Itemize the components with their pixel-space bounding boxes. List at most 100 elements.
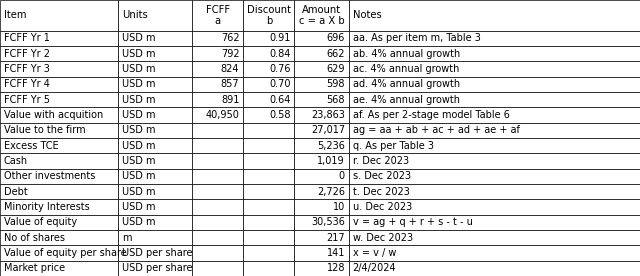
Bar <box>243 153 294 169</box>
Text: 762: 762 <box>221 33 239 43</box>
Text: af. As per 2-stage model Table 6: af. As per 2-stage model Table 6 <box>353 110 509 120</box>
Text: m: m <box>122 233 132 243</box>
Bar <box>243 31 294 46</box>
Bar <box>349 199 640 215</box>
Bar <box>0 153 118 169</box>
Text: Value of equity: Value of equity <box>4 217 77 227</box>
Bar <box>243 245 294 261</box>
Bar <box>294 169 349 184</box>
Bar <box>0 107 118 123</box>
Text: FCFF Yr 4: FCFF Yr 4 <box>4 79 50 89</box>
Bar <box>192 77 243 92</box>
Bar <box>0 245 118 261</box>
Text: 2/4/2024: 2/4/2024 <box>353 263 396 273</box>
Text: aa. As per item m, Table 3: aa. As per item m, Table 3 <box>353 33 481 43</box>
Bar <box>349 46 640 61</box>
Bar <box>243 61 294 77</box>
Text: Excess TCE: Excess TCE <box>4 141 58 151</box>
Text: USD m: USD m <box>122 141 156 151</box>
Bar <box>0 123 118 138</box>
Bar <box>243 92 294 107</box>
Text: w. Dec 2023: w. Dec 2023 <box>353 233 413 243</box>
Text: 792: 792 <box>221 49 239 59</box>
Bar <box>192 0 243 31</box>
Bar <box>294 61 349 77</box>
Bar <box>0 169 118 184</box>
Bar <box>294 245 349 261</box>
Bar <box>349 153 640 169</box>
Bar <box>192 107 243 123</box>
Text: USD m: USD m <box>122 49 156 59</box>
Bar <box>192 215 243 230</box>
Bar <box>349 0 640 31</box>
Bar <box>118 215 192 230</box>
Bar <box>294 92 349 107</box>
Bar <box>0 199 118 215</box>
Text: 40,950: 40,950 <box>205 110 239 120</box>
Bar <box>118 184 192 199</box>
Text: FCFF Yr 2: FCFF Yr 2 <box>4 49 50 59</box>
Text: 1,019: 1,019 <box>317 156 345 166</box>
Text: FCFF Yr 1: FCFF Yr 1 <box>4 33 50 43</box>
Text: FCFF Yr 3: FCFF Yr 3 <box>4 64 50 74</box>
Text: 568: 568 <box>326 95 345 105</box>
Text: q. As per Table 3: q. As per Table 3 <box>353 141 434 151</box>
Text: x = v / w: x = v / w <box>353 248 396 258</box>
Bar <box>294 77 349 92</box>
Text: ae. 4% annual growth: ae. 4% annual growth <box>353 95 460 105</box>
Text: USD m: USD m <box>122 95 156 105</box>
Bar <box>243 46 294 61</box>
Text: 128: 128 <box>326 263 345 273</box>
Text: USD per share: USD per share <box>122 248 193 258</box>
Bar <box>349 107 640 123</box>
Bar <box>294 31 349 46</box>
Bar <box>294 0 349 31</box>
Text: Discount
b: Discount b <box>247 4 291 26</box>
Text: No of shares: No of shares <box>4 233 65 243</box>
Bar <box>118 169 192 184</box>
Bar <box>192 169 243 184</box>
Bar <box>349 261 640 276</box>
Text: Other investments: Other investments <box>4 171 95 181</box>
Text: Value with acquition: Value with acquition <box>4 110 103 120</box>
Text: u. Dec 2023: u. Dec 2023 <box>353 202 412 212</box>
Bar <box>192 61 243 77</box>
Bar <box>294 215 349 230</box>
Text: 0.58: 0.58 <box>269 110 291 120</box>
Text: 217: 217 <box>326 233 345 243</box>
Bar <box>118 230 192 245</box>
Bar <box>192 153 243 169</box>
Text: 824: 824 <box>221 64 239 74</box>
Text: 0: 0 <box>339 171 345 181</box>
Text: 23,863: 23,863 <box>311 110 345 120</box>
Text: Debt: Debt <box>4 187 28 197</box>
Text: USD m: USD m <box>122 110 156 120</box>
Bar <box>192 199 243 215</box>
Bar <box>243 215 294 230</box>
Bar <box>349 245 640 261</box>
Text: USD m: USD m <box>122 125 156 135</box>
Text: Value to the firm: Value to the firm <box>4 125 86 135</box>
Text: USD m: USD m <box>122 202 156 212</box>
Text: 0.76: 0.76 <box>269 64 291 74</box>
Bar <box>294 123 349 138</box>
Bar <box>192 138 243 153</box>
Bar <box>243 184 294 199</box>
Bar <box>0 31 118 46</box>
Bar <box>349 77 640 92</box>
Text: USD per share: USD per share <box>122 263 193 273</box>
Text: Amount
c = a X b: Amount c = a X b <box>299 4 344 26</box>
Text: 891: 891 <box>221 95 239 105</box>
Text: Units: Units <box>122 10 148 20</box>
Bar <box>118 61 192 77</box>
Text: 5,236: 5,236 <box>317 141 345 151</box>
Bar <box>243 199 294 215</box>
Bar <box>0 230 118 245</box>
Bar <box>349 169 640 184</box>
Bar <box>192 245 243 261</box>
Text: USD m: USD m <box>122 217 156 227</box>
Text: Cash: Cash <box>4 156 28 166</box>
Bar <box>349 184 640 199</box>
Text: FCFF
a: FCFF a <box>205 4 230 26</box>
Bar <box>118 92 192 107</box>
